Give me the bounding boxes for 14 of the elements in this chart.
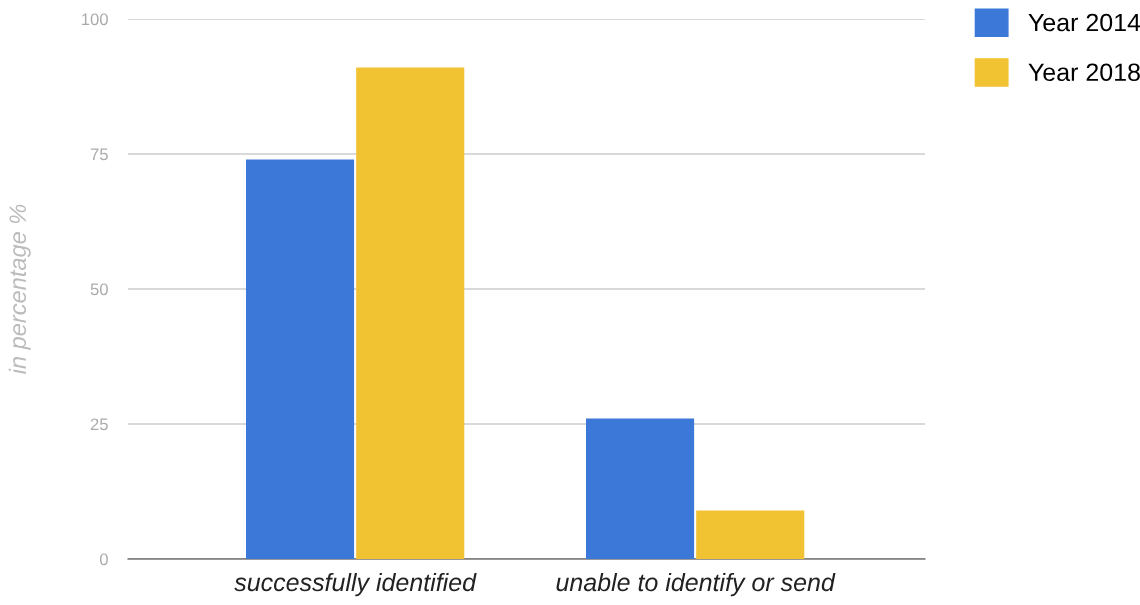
legend-label: Year 2014 xyxy=(1028,13,1140,32)
y-tick-label: 0 xyxy=(99,553,108,566)
legend-label: Year 2018 xyxy=(1028,63,1140,82)
y-tick-label: 75 xyxy=(90,148,108,161)
y-tick-label: 100 xyxy=(82,13,108,26)
bar xyxy=(696,510,805,559)
bar xyxy=(245,159,355,559)
x-tick-label: successfully identified xyxy=(234,572,477,597)
y-axis-title: in percentage % xyxy=(8,204,31,374)
bar xyxy=(586,418,695,559)
x-tick-label: unable to identify or send xyxy=(556,572,836,597)
y-tick-label: 50 xyxy=(90,283,108,296)
y-tick-label: 25 xyxy=(90,418,108,431)
bar xyxy=(356,67,465,559)
